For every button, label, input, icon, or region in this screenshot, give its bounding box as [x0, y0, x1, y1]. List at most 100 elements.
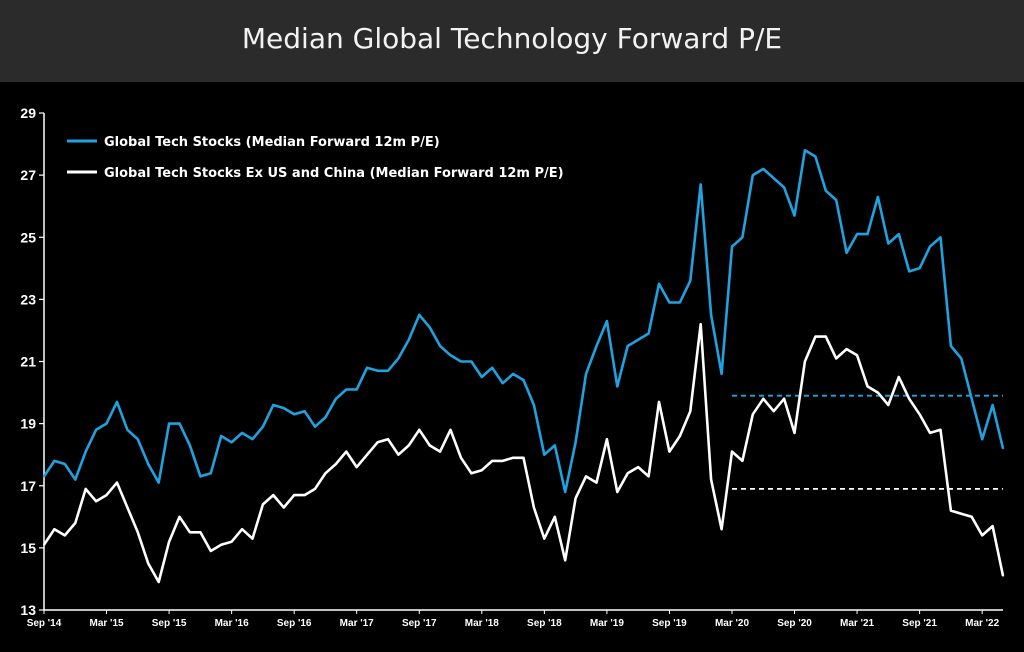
- data-point: [74, 522, 77, 524]
- data-point: [116, 401, 118, 403]
- data-point: [668, 450, 671, 453]
- data-point: [699, 323, 702, 326]
- data-point: [157, 581, 160, 583]
- data-point: [303, 494, 306, 496]
- data-point: [772, 410, 775, 413]
- data-point: [178, 422, 181, 425]
- x-tick-label: Sep '17: [402, 618, 437, 629]
- data-point: [929, 432, 931, 434]
- data-point: [564, 491, 567, 493]
- data-point: [449, 354, 452, 357]
- data-point: [772, 177, 775, 180]
- data-point: [168, 540, 171, 543]
- data-point: [689, 279, 692, 282]
- data-point: [918, 267, 921, 270]
- data-point: [950, 509, 952, 512]
- data-point: [533, 506, 535, 509]
- data-point: [606, 438, 608, 441]
- data-point: [512, 456, 514, 459]
- data-point: [939, 428, 942, 431]
- data-point: [251, 438, 254, 441]
- data-point: [585, 475, 587, 478]
- data-point: [981, 534, 984, 537]
- data-point: [53, 528, 56, 531]
- data-point: [887, 404, 890, 406]
- x-tick-label: Sep '14: [27, 618, 62, 629]
- data-point: [626, 345, 629, 347]
- series-line-ex-us-china-points: [43, 323, 1004, 583]
- data-point: [960, 512, 963, 515]
- data-point: [814, 155, 817, 158]
- data-point: [470, 360, 473, 363]
- data-point: [522, 379, 525, 381]
- data-point: [480, 469, 483, 472]
- x-tick-label: Mar '20: [715, 618, 750, 629]
- data-point: [877, 391, 879, 394]
- data-point: [856, 354, 858, 357]
- data-point: [824, 335, 827, 338]
- data-point: [428, 444, 431, 447]
- data-point: [335, 463, 337, 465]
- data-point: [439, 450, 441, 453]
- line-chart: 13 15 17 19 21 23 25 27 29 Sep '14 Mar '15 Sep '15 M…: [20, 105, 1005, 629]
- data-point: [491, 366, 494, 369]
- data-point: [553, 515, 556, 518]
- data-point: [553, 444, 556, 447]
- data-point: [407, 338, 410, 341]
- data-point: [606, 320, 608, 322]
- data-point: [241, 432, 244, 434]
- data-point: [866, 385, 869, 388]
- legend-label-ex-us-china: Global Tech Stocks Ex US and China (Medi…: [104, 166, 564, 181]
- data-point: [147, 463, 150, 465]
- y-tick-label: 27: [20, 167, 36, 183]
- data-point: [991, 404, 994, 406]
- data-point: [397, 357, 400, 360]
- x-tick-label: Sep '21: [902, 618, 937, 629]
- title-bar: Median Global Technology Forward P/E: [0, 0, 1024, 82]
- data-point: [950, 345, 952, 347]
- data-point: [345, 450, 348, 453]
- data-point: [105, 494, 108, 496]
- data-point: [793, 214, 796, 217]
- data-point: [762, 168, 765, 170]
- data-point: [116, 481, 118, 484]
- data-point: [387, 369, 389, 372]
- x-tick-label: Sep '20: [777, 618, 812, 629]
- data-point: [793, 432, 796, 434]
- data-point: [824, 189, 827, 192]
- data-point: [230, 441, 233, 444]
- data-point: [814, 335, 817, 338]
- data-point: [303, 410, 306, 413]
- data-point: [908, 397, 911, 400]
- data-point: [741, 236, 744, 239]
- data-point: [209, 472, 212, 475]
- data-point: [804, 360, 806, 363]
- data-point: [1002, 447, 1004, 450]
- data-point: [366, 366, 368, 369]
- data-point: [43, 543, 45, 546]
- data-point: [282, 506, 285, 509]
- data-point: [981, 438, 984, 441]
- data-point: [887, 242, 890, 245]
- data-point: [241, 528, 244, 531]
- data-point: [293, 494, 296, 496]
- x-tick-label: Sep '19: [652, 618, 687, 629]
- data-point: [53, 460, 56, 462]
- data-point: [397, 453, 400, 456]
- data-point: [679, 301, 681, 304]
- data-point: [126, 428, 129, 431]
- data-point: [324, 416, 327, 419]
- data-point: [491, 460, 494, 462]
- data-point: [626, 472, 629, 475]
- data-point: [647, 475, 650, 478]
- data-point: [178, 515, 181, 518]
- data-point: [616, 491, 619, 493]
- data-point: [220, 435, 223, 437]
- data-point: [751, 413, 754, 416]
- data-point: [991, 525, 994, 527]
- data-point: [762, 397, 765, 400]
- data-point: [897, 233, 900, 236]
- data-point: [720, 528, 723, 531]
- data-point: [251, 537, 254, 540]
- x-tick-label: Mar '16: [215, 618, 250, 629]
